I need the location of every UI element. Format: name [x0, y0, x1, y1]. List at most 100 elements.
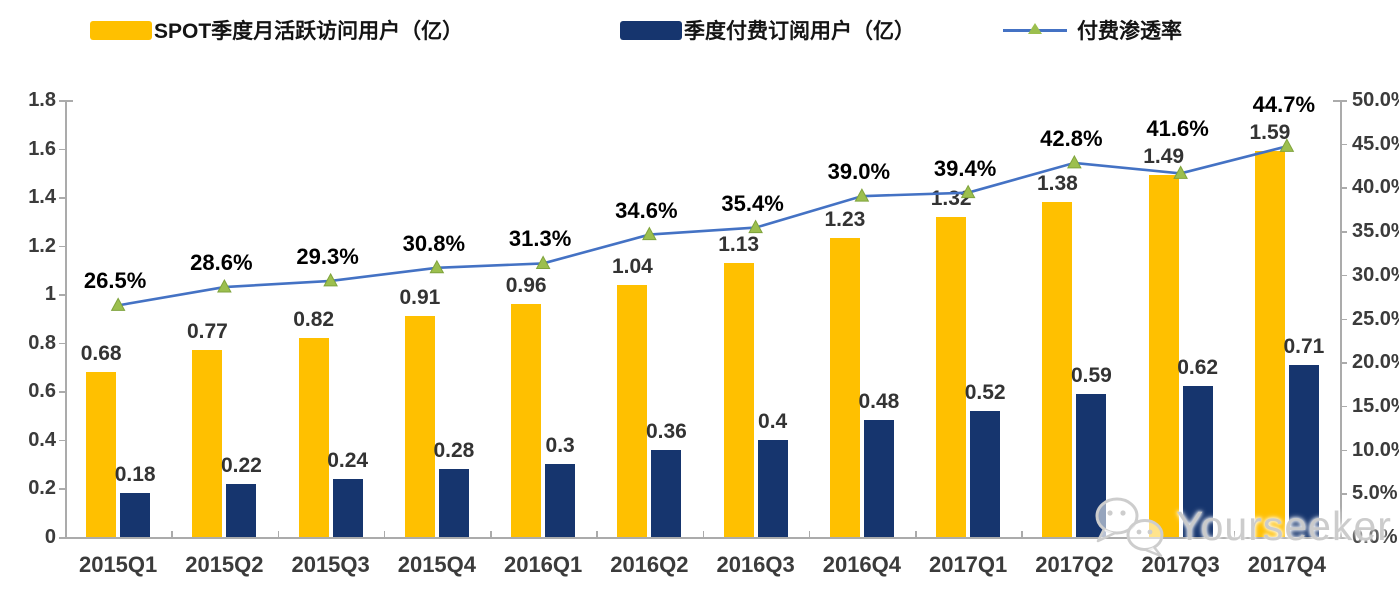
sub-bar [545, 464, 576, 537]
right-axis-tick [1341, 405, 1347, 408]
left-axis-tick-label: 1.2 [28, 234, 56, 257]
x-axis-label: 2017Q3 [1141, 552, 1220, 577]
x-axis-label: 2015Q2 [185, 552, 264, 577]
mau-value-label: 1.59 [1249, 120, 1291, 144]
right-axis-tick [1341, 318, 1347, 320]
sub-value-label: 0.22 [220, 453, 262, 477]
pct-value-label: 31.3% [508, 226, 572, 252]
sub-value-label: 0.36 [645, 419, 687, 443]
right-axis-tick [1341, 362, 1347, 364]
right-axis-tick-label: 0.0% [1352, 526, 1398, 548]
x-axis-label: 2015Q1 [78, 552, 158, 577]
left-axis-tick [59, 391, 65, 393]
mau-value-label: 1.38 [1036, 171, 1078, 195]
right-axis-line [1340, 100, 1342, 537]
legend-item-sub: 季度付费订阅用户（亿） [620, 14, 915, 46]
right-axis-top-cap [1333, 100, 1341, 102]
sub-bar [970, 410, 1001, 537]
mau-bar [936, 216, 967, 537]
penetration-legend-label: 付费渗透率 [1077, 20, 1182, 43]
x-axis-label: 2017Q1 [928, 552, 1008, 577]
left-axis-top-cap [65, 100, 73, 102]
sub-bar [226, 483, 257, 537]
sub-value-label: 0.24 [327, 448, 369, 472]
sub-bar [757, 439, 788, 537]
sub-value-label: 0.4 [758, 409, 788, 433]
sub-legend-swatch [620, 20, 682, 40]
right-axis-tick-label: 20.0% [1352, 351, 1399, 374]
legend-item-penetration: 付费渗透率 [1003, 14, 1182, 46]
right-axis-tick [1341, 187, 1347, 189]
sub-value-label: 0.62 [1177, 356, 1219, 380]
x-axis-label: 2016Q1 [503, 552, 583, 577]
sub-value-label: 0.59 [1070, 363, 1112, 387]
left-axis-tick-label: 0.8 [28, 331, 56, 354]
left-axis-tick-label: 1.8 [28, 89, 56, 111]
sub-bar [1288, 364, 1319, 537]
line-marker [854, 188, 870, 202]
sub-bar [120, 493, 151, 537]
pct-value-label: 41.6% [1146, 116, 1209, 142]
mau-bar [192, 350, 223, 537]
right-axis-tick-label: 40.0% [1352, 176, 1399, 199]
right-axis-tick-label: 30.0% [1352, 263, 1399, 286]
left-axis-tick [59, 342, 65, 345]
x-axis-tick [383, 531, 386, 537]
x-axis-tick [808, 531, 811, 537]
pct-value-label: 39.0% [827, 159, 891, 185]
right-axis-tick [1341, 100, 1347, 102]
mau-value-label: 0.96 [505, 273, 547, 297]
sub-legend-label: 季度付费订阅用户（亿） [684, 20, 915, 43]
x-axis-label: 2016Q2 [610, 552, 689, 577]
pct-value-label: 42.8% [1040, 125, 1103, 151]
left-axis-tick [59, 197, 65, 199]
x-axis-label: 2017Q4 [1247, 552, 1327, 577]
legend-item-mau: SPOT季度月活跃访问用户（亿） [90, 14, 463, 46]
x-axis-tick [596, 531, 598, 537]
mau-value-label: 1.13 [718, 232, 760, 256]
mau-value-label: 0.91 [399, 286, 441, 310]
x-axis-label: 2015Q4 [397, 552, 477, 577]
right-axis-tick [1341, 537, 1347, 539]
x-axis-tick [1021, 531, 1023, 537]
left-axis-tick-label: 0.4 [28, 428, 56, 451]
mau-value-label: 1.49 [1143, 145, 1185, 169]
sub-bar [438, 469, 469, 537]
x-axis-label: 2016Q4 [822, 552, 902, 577]
right-axis-tick [1341, 231, 1347, 233]
line-marker [323, 272, 338, 287]
pct-value-label: 29.3% [296, 243, 359, 269]
right-axis-tick-label: 50.0% [1352, 89, 1399, 111]
pct-value-label: 35.4% [721, 190, 784, 216]
sub-bar [863, 420, 894, 537]
watermark: Yourseeker [1090, 494, 1392, 558]
mau-bar [298, 337, 329, 537]
line-marker [748, 219, 763, 234]
line-marker [1067, 154, 1082, 169]
pct-value-label: 34.6% [615, 197, 678, 223]
pct-value-label: 26.5% [83, 268, 147, 294]
line-marker [110, 297, 126, 311]
left-axis-tick-label: 0.6 [28, 380, 56, 403]
watermark-text: Yourseeker [1176, 502, 1392, 549]
line-marker [535, 255, 551, 269]
left-axis-tick-label: 1.4 [28, 186, 56, 209]
right-axis-tick-label: 10.0% [1352, 438, 1399, 461]
x-axis-tick [490, 531, 492, 537]
left-axis-tick-label: 0.2 [28, 477, 56, 500]
right-axis-tick-label: 15.0% [1352, 394, 1399, 417]
mau-legend-swatch [90, 20, 152, 40]
sub-value-label: 0.18 [114, 463, 156, 487]
mau-legend-label: SPOT季度月活跃访问用户（亿） [154, 20, 464, 43]
mau-value-label: 0.82 [293, 307, 335, 331]
left-axis-tick [59, 488, 65, 490]
line-marker [642, 226, 657, 241]
mau-value-label: 1.32 [930, 186, 972, 210]
x-axis-tick [915, 531, 917, 537]
left-axis-line [65, 100, 67, 537]
left-axis-tick [59, 100, 65, 102]
sub-value-label: 0.3 [545, 434, 575, 458]
right-axis-tick [1341, 493, 1347, 495]
sub-value-label: 0.48 [858, 390, 900, 414]
right-axis-tick [1341, 449, 1347, 452]
